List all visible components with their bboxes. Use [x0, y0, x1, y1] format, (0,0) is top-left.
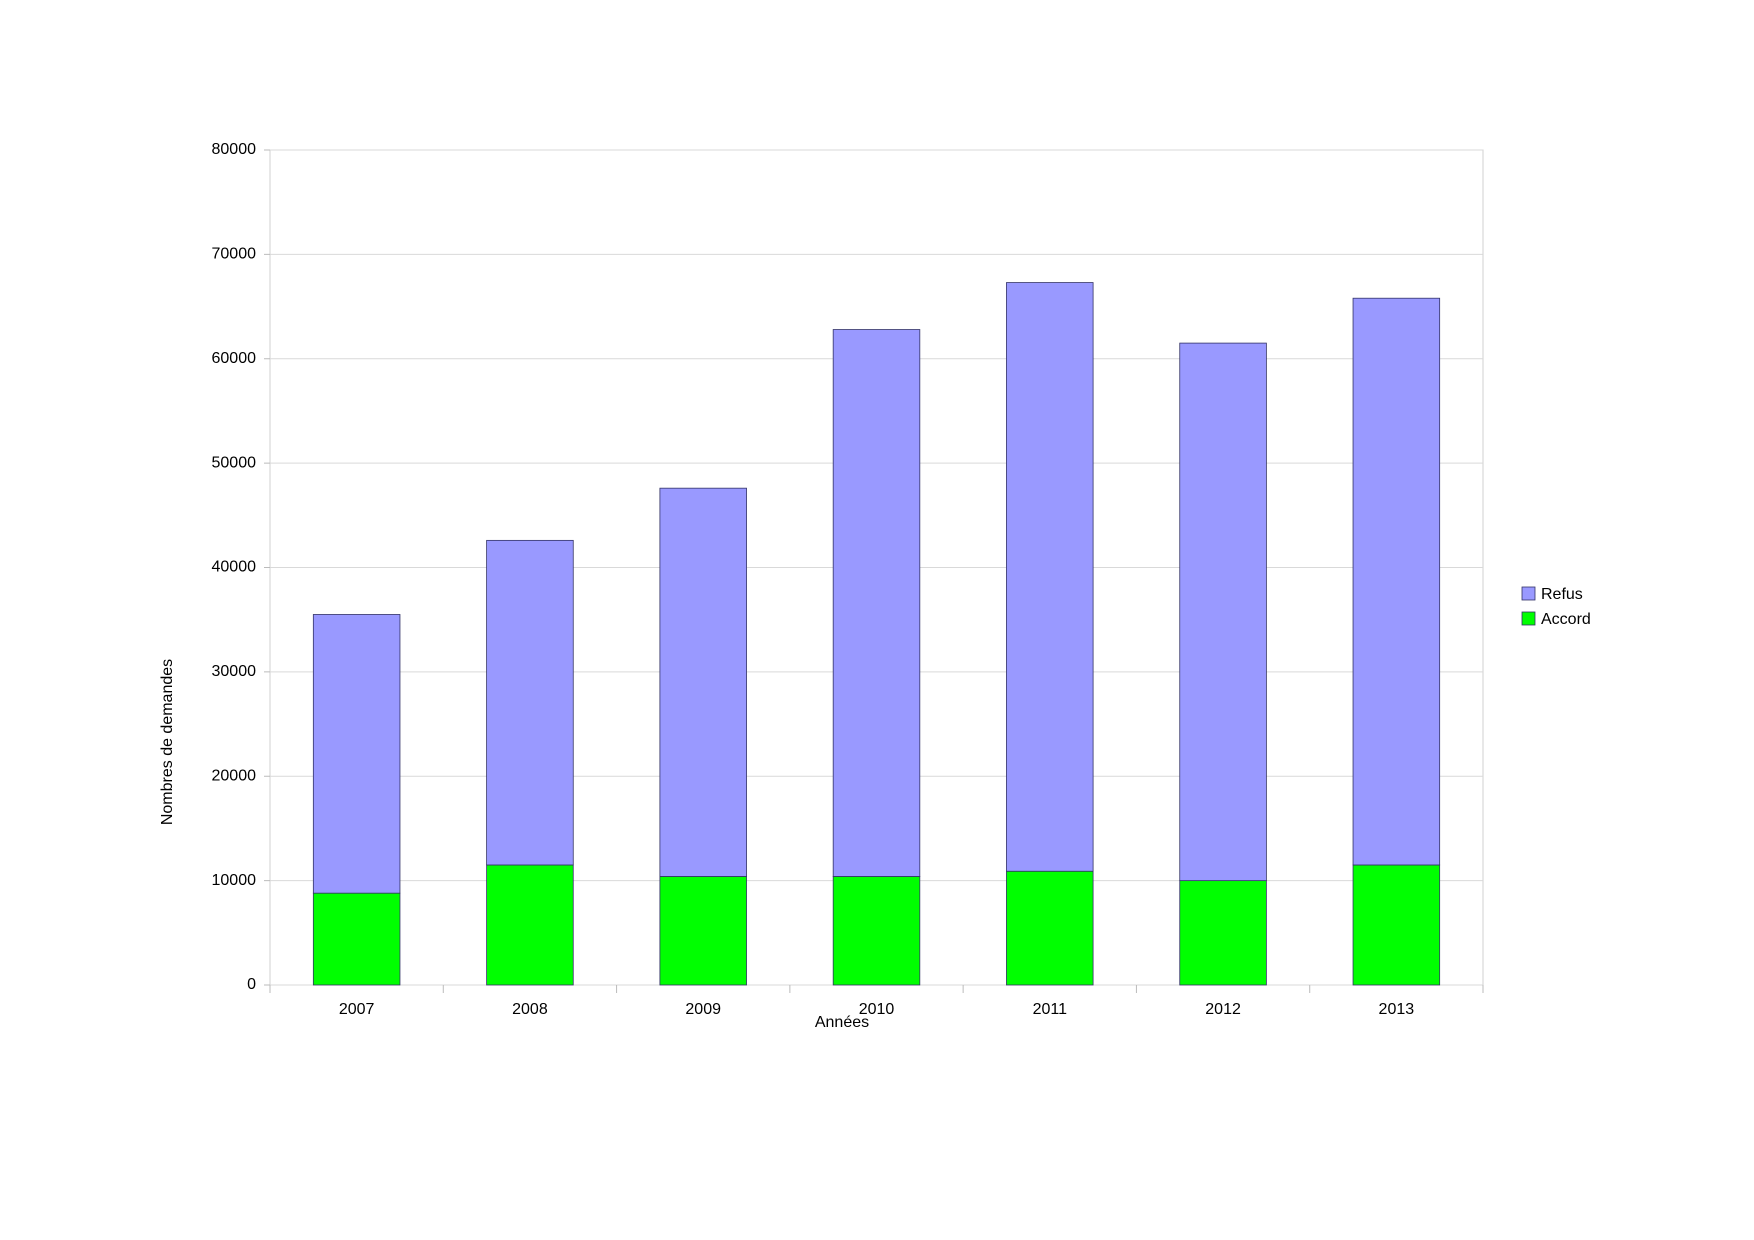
y-tick-label: 40000 — [212, 559, 257, 576]
bar-segment — [312, 614, 401, 894]
bar-segment — [832, 876, 921, 986]
x-axis-label: Années — [815, 1014, 869, 1031]
x-tick-label: 2009 — [685, 1001, 721, 1018]
y-tick-label: 0 — [247, 976, 256, 993]
bar-segment — [486, 539, 574, 866]
y-tick-label: 10000 — [212, 872, 257, 889]
y-tick-label: 70000 — [212, 246, 257, 263]
y-axis-label: Nombres de demandes — [159, 659, 176, 825]
bar-segment — [1006, 870, 1094, 986]
legend-label: Accord — [1541, 611, 1591, 628]
bar-segment — [1179, 342, 1267, 882]
y-tick-label: 30000 — [212, 663, 257, 680]
bar-segment — [1352, 864, 1441, 986]
x-tick-label: 2011 — [1033, 1001, 1068, 1018]
legend-label: Refus — [1541, 586, 1583, 603]
y-tick-label: 50000 — [212, 454, 257, 471]
bar-segment — [1352, 297, 1441, 866]
bar-segment — [832, 329, 921, 877]
x-tick-label: 2010 — [859, 1001, 895, 1018]
bar-segment — [312, 892, 401, 986]
bar-segment — [659, 876, 747, 986]
bar-segment — [1179, 880, 1267, 986]
y-tick-label: 20000 — [212, 767, 257, 784]
y-tick-label: 60000 — [212, 350, 257, 367]
x-tick-label: 2012 — [1205, 1001, 1241, 1018]
legend-swatch — [1521, 586, 1536, 601]
bar-segment — [1006, 282, 1094, 872]
x-tick-label: 2008 — [512, 1001, 548, 1018]
bar-segment — [659, 487, 747, 877]
y-tick-label: 80000 — [212, 141, 257, 158]
x-tick-label: 2007 — [339, 1001, 375, 1018]
x-tick-label: 2013 — [1379, 1001, 1415, 1018]
legend-swatch — [1521, 611, 1536, 626]
bar-segment — [486, 864, 574, 986]
